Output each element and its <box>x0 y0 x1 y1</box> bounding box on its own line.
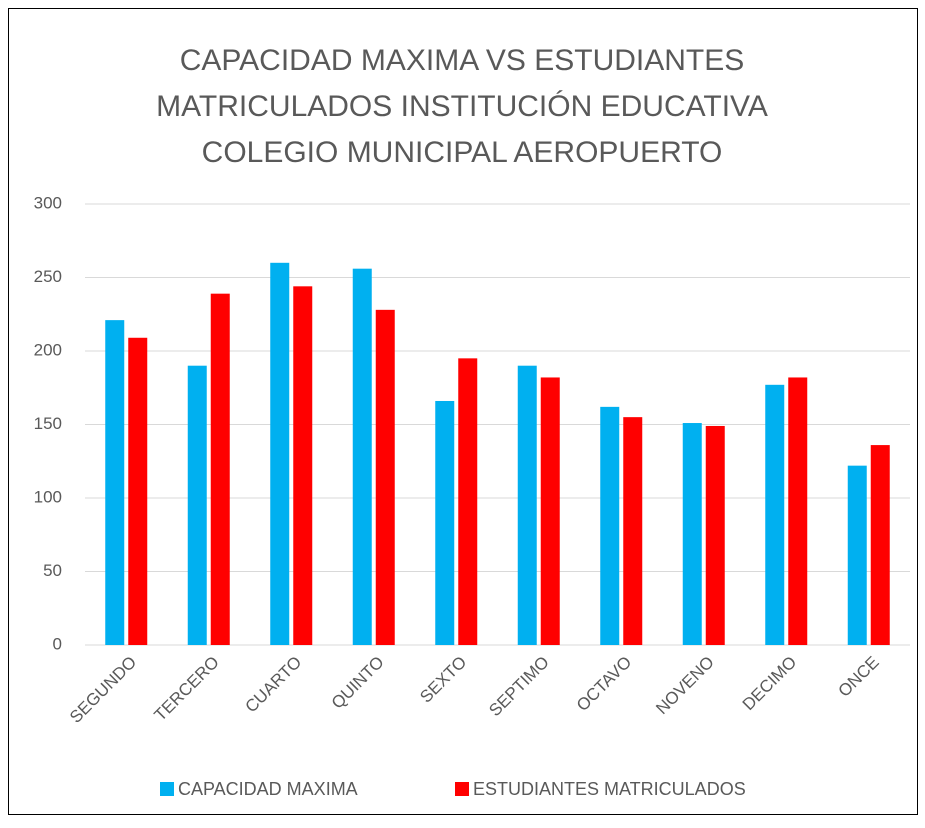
bar <box>435 400 455 645</box>
legend-label: CAPACIDAD MAXIMA <box>178 779 358 799</box>
bar <box>105 320 125 645</box>
legend-label: ESTUDIANTES MATRICULADOS <box>473 779 746 799</box>
bar <box>270 262 290 645</box>
legend-swatch <box>455 782 469 796</box>
bar <box>293 286 313 645</box>
bar <box>458 358 478 645</box>
bar <box>623 417 643 645</box>
bar <box>788 377 808 645</box>
bar <box>870 445 890 645</box>
chart-title: CAPACIDAD MAXIMA VS ESTUDIANTES <box>180 44 745 77</box>
bar <box>682 423 702 645</box>
bar <box>517 365 537 645</box>
chart-title: MATRICULADOS INSTITUCIÓN EDUCATIVA <box>156 90 768 123</box>
bar <box>210 293 230 645</box>
bar <box>128 337 148 645</box>
legend-swatch <box>160 782 174 796</box>
y-tick-label: 100 <box>34 487 62 506</box>
y-tick-label: 300 <box>34 193 62 212</box>
bar <box>375 309 395 645</box>
y-tick-label: 200 <box>34 340 62 359</box>
y-tick-label: 250 <box>34 267 62 286</box>
y-tick-label: 50 <box>43 561 62 580</box>
y-tick-label: 150 <box>34 414 62 433</box>
bar <box>600 406 620 645</box>
bar <box>705 425 725 645</box>
y-tick-label: 0 <box>53 634 62 653</box>
chart-title: COLEGIO MUNICIPAL AEROPUERTO <box>202 136 723 169</box>
bar <box>765 384 785 645</box>
bar <box>847 465 867 645</box>
bar <box>352 268 372 645</box>
bar <box>187 365 207 645</box>
bar <box>540 377 560 645</box>
